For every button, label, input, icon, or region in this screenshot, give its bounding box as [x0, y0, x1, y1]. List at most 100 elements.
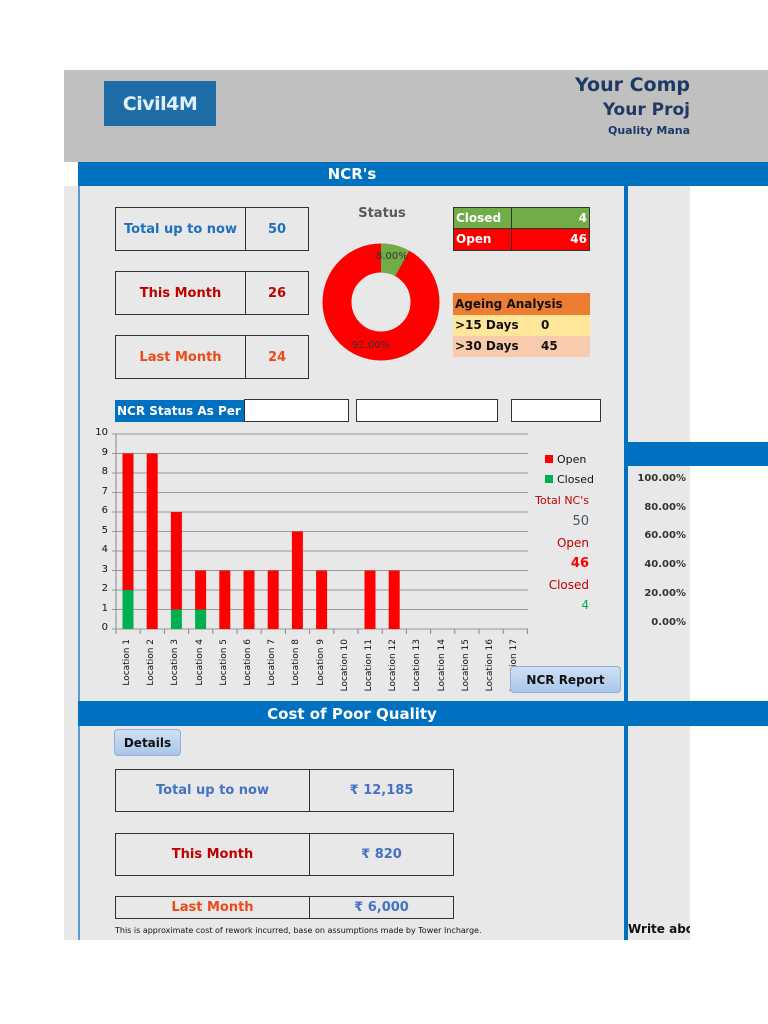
ncr-last-month-box: Last Month 24 [115, 335, 309, 379]
right-white-area-2 [690, 726, 768, 940]
y-tick-label: 2 [101, 583, 108, 594]
status-row-open: Open 46 [454, 229, 589, 250]
copq-total-box: Total up to now ₹ 12,185 [115, 769, 454, 812]
status-filter-input-2[interactable] [356, 399, 498, 422]
label: Total up to now [116, 208, 246, 250]
location-bar-chart [112, 433, 528, 634]
status-title: Status [358, 206, 406, 221]
bar-closed [195, 609, 207, 629]
y-tick-label: 8 [101, 466, 108, 477]
legend-open: Open [545, 449, 594, 469]
x-tick-label: Location 7 [267, 639, 278, 686]
ageing-analysis-table: Ageing Analysis >15 Days 0 >30 Days 45 [453, 293, 590, 357]
y-tick-label: 7 [101, 485, 108, 497]
ncr-title: NCR's [327, 165, 377, 183]
x-tick-label: Location 11 [364, 639, 374, 692]
label: This Month [116, 834, 310, 875]
percent-tick-label: 40.00% [644, 559, 686, 571]
ageing-row: >30 Days 45 [453, 336, 590, 357]
label: >30 Days [455, 339, 519, 353]
ncr-section-bar: NCR's [78, 162, 768, 186]
right-note: Write abo [628, 922, 690, 936]
divider [624, 186, 628, 940]
y-tick-label: 10 [95, 427, 108, 438]
label: Open [454, 229, 513, 250]
total-label: Total NC's [535, 494, 589, 507]
bar-open [243, 570, 255, 629]
status-donut-chart [322, 243, 440, 361]
bar-open [170, 512, 182, 610]
bar-open [122, 453, 134, 590]
value: ₹ 6,000 [354, 900, 409, 915]
percent-tick-label: 0.00% [651, 616, 686, 628]
bar-closed [122, 590, 134, 629]
value: 45 [541, 339, 558, 353]
total-value: 50 [572, 514, 589, 529]
legend-label: Open [557, 452, 587, 466]
bar-open [146, 453, 158, 629]
value: 26 [267, 285, 287, 301]
x-tick-label: Location 1 [122, 639, 132, 686]
x-tick-label: Location 3 [170, 639, 181, 686]
x-tick-label: Location 13 [412, 639, 423, 692]
x-tick-label: Location 2 [146, 639, 157, 686]
value: 24 [267, 349, 287, 365]
chart-summary: Total NC's 50 Open 46 Closed 4 [520, 494, 589, 618]
company-name: Your Comp [575, 74, 690, 96]
percent-tick-label: 60.00% [644, 530, 686, 542]
details-button[interactable]: Details [114, 729, 181, 756]
right-white-area [690, 186, 768, 442]
label: >15 Days [455, 318, 519, 332]
x-tick-label: Location 10 [339, 639, 350, 692]
y-tick-label: 1 [101, 602, 108, 614]
bar-open [195, 570, 207, 610]
status-filter-input-3[interactable] [511, 399, 601, 422]
bar-open [291, 531, 303, 629]
value: 50 [267, 221, 287, 237]
project-name: Your Proj [602, 100, 690, 120]
label: This Month [116, 272, 246, 314]
legend-swatch [545, 475, 553, 483]
closed-value: 4 [581, 598, 589, 612]
x-tick-label: Location 4 [194, 639, 205, 686]
civil4m-logo: Civil4M [104, 81, 216, 126]
x-tick-label: Location 12 [388, 639, 399, 692]
x-tick-label: Location 5 [218, 639, 229, 686]
bar-open [388, 570, 400, 629]
bar-open [267, 570, 279, 629]
header-titles: Your Comp Your Proj Quality Mana [400, 72, 690, 140]
label: Total up to now [116, 770, 310, 811]
logo-text: Civil4M [122, 92, 198, 115]
y-tick-label: 4 [101, 544, 108, 555]
donut-closed-slice [322, 243, 440, 361]
closed-label: Closed [548, 578, 589, 592]
header-subtitle: Quality Mana [607, 124, 690, 137]
ncr-status-as-per-label: NCR Status As Per [115, 400, 244, 422]
legend-label: Closed [557, 472, 594, 486]
x-tick-label: Location 16 [485, 639, 495, 692]
label: Closed [454, 208, 513, 228]
status-row-closed: Closed 4 [454, 208, 589, 229]
left-border [78, 186, 80, 940]
right-section-bar [628, 442, 768, 466]
bar-open [219, 570, 231, 629]
open-pct-label: 92.00% [352, 340, 391, 351]
bar-open [316, 570, 328, 629]
copq-title: Cost of Poor Quality [267, 704, 437, 723]
ncr-report-button[interactable]: NCR Report [510, 666, 621, 693]
open-value: 46 [570, 556, 589, 571]
status-filter-input-1[interactable] [244, 399, 349, 422]
x-tick-label: Location 8 [291, 639, 302, 686]
open-label: Open [556, 536, 589, 550]
ncr-this-month-box: This Month 26 [115, 271, 309, 315]
value: 0 [541, 318, 550, 332]
closed-pct-label: 8.00% [376, 251, 408, 262]
x-tick-label: Location 14 [436, 639, 447, 692]
x-tick-label: Location 9 [315, 639, 326, 686]
value: ₹ 12,185 [349, 783, 414, 798]
label: Last Month [116, 897, 310, 918]
y-tick-label: 0 [101, 622, 108, 633]
copq-section-bar: Cost of Poor Quality [78, 701, 768, 726]
percent-tick-label: 20.00% [644, 587, 686, 599]
percent-tick-label: 80.00% [644, 501, 686, 513]
